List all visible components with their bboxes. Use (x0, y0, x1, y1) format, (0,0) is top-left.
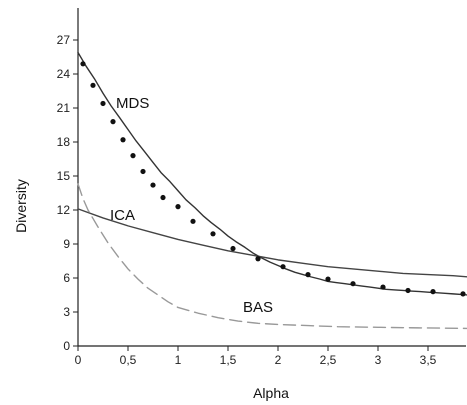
y-tick-label: 27 (57, 33, 71, 47)
series-label-mds: MDS (116, 95, 149, 112)
x-tick-label: 1,5 (220, 353, 237, 367)
series-line-mds (77, 51, 467, 296)
x-tick-label: 2 (275, 353, 282, 367)
data-point-mds (100, 100, 106, 107)
data-point-mds (255, 256, 261, 262)
y-tick-label: 15 (57, 169, 71, 183)
markers (80, 61, 466, 297)
data-point-mds (120, 137, 126, 143)
x-tick-label: 0 (75, 353, 82, 367)
x-tick-label: 2,5 (320, 353, 337, 367)
y-tick-label: 6 (63, 271, 70, 285)
data-point-mds (380, 284, 386, 290)
data-point-mds (210, 231, 216, 237)
data-point-mds (150, 182, 156, 188)
data-point-mds (325, 276, 331, 282)
data-point-mds (130, 153, 136, 159)
data-point-mds (175, 204, 181, 210)
axes (77, 8, 466, 347)
data-point-mds (110, 119, 116, 125)
y-tick-label: 0 (63, 339, 70, 353)
series-line-bas (77, 183, 467, 330)
y-tick-label: 24 (57, 67, 71, 81)
x-axis-title: Alpha (253, 385, 289, 401)
data-point-mds (80, 61, 86, 67)
y-tick-label: 12 (57, 203, 71, 217)
data-point-mds (430, 289, 436, 295)
x-tick-label: 3,5 (420, 353, 437, 367)
x-tick-label: 0,5 (120, 353, 137, 367)
y-axis-title: Diversity (13, 179, 29, 233)
data-point-mds (140, 168, 146, 175)
series-line-ica (77, 208, 467, 278)
data-point-mds (90, 82, 96, 88)
y-tick-label: 3 (63, 305, 70, 319)
y-tick-label: 21 (57, 101, 71, 115)
x-tick-label: 3 (375, 353, 382, 367)
data-point-mds (160, 194, 166, 201)
data-point-mds (350, 281, 356, 287)
x-tick-label: 1 (175, 353, 182, 367)
y-tick-label: 9 (63, 237, 70, 251)
data-point-mds (280, 264, 286, 270)
data-point-mds (230, 245, 236, 252)
data-point-mds (305, 272, 311, 278)
data-point-mds (460, 291, 466, 297)
ticks: 0 0,5 1 1,5 2 2,5 3 3,5 0 3 6 9 12 15 18 21 24 27 (57, 33, 437, 367)
data-point-mds (405, 287, 411, 294)
series (77, 51, 467, 330)
labels: MDS ICA BAS (110, 95, 273, 316)
y-tick-label: 18 (57, 135, 71, 149)
data-point-mds (190, 218, 196, 224)
series-label-bas: BAS (243, 299, 273, 316)
series-label-ica: ICA (110, 207, 135, 224)
